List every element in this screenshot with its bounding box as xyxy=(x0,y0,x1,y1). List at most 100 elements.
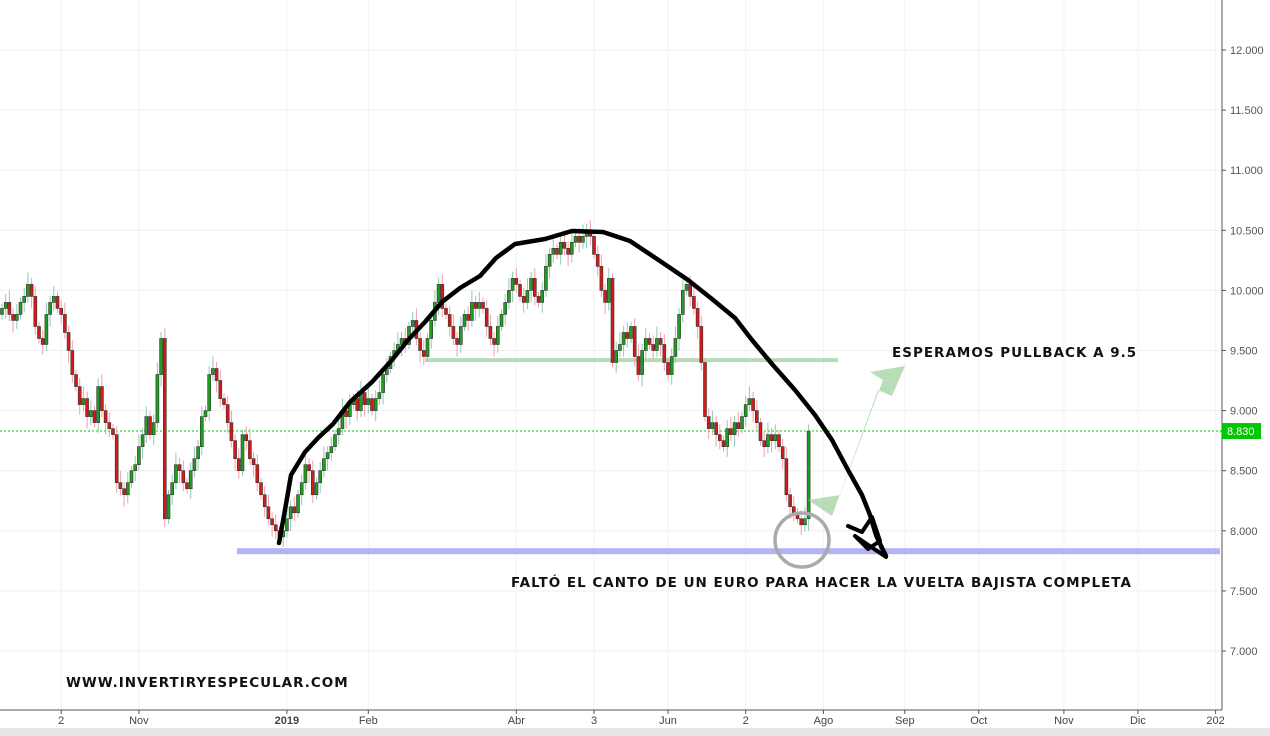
candle-down xyxy=(29,284,34,297)
candle-down xyxy=(599,266,604,291)
candle-up xyxy=(196,446,200,459)
candle-down xyxy=(455,338,459,345)
candle-down xyxy=(769,434,774,441)
candle-up xyxy=(333,434,337,447)
candle-down xyxy=(788,494,792,508)
candle-up xyxy=(507,290,511,303)
candle-up xyxy=(436,284,441,303)
x-tick-label: Sep xyxy=(895,715,915,727)
candle-down xyxy=(751,398,755,411)
y-tick-label: 10.500 xyxy=(1230,225,1264,237)
candle-down xyxy=(74,374,78,387)
candle-down xyxy=(270,518,274,526)
candle-up xyxy=(643,338,648,351)
candle-down xyxy=(447,314,452,327)
candle-up xyxy=(732,422,737,435)
x-tick-label: Abr xyxy=(508,715,525,727)
candle-up xyxy=(325,452,330,459)
candle-down xyxy=(418,338,422,351)
candle-up xyxy=(137,446,141,465)
candle-down xyxy=(362,392,367,405)
candle-up xyxy=(303,464,308,484)
candle-up xyxy=(203,410,208,417)
support-line xyxy=(237,548,1220,555)
candle-down xyxy=(421,350,426,357)
candle-up xyxy=(51,296,56,303)
candle-down xyxy=(92,410,97,423)
candle-down xyxy=(703,362,707,417)
candle-down xyxy=(37,326,41,339)
highlight-circle xyxy=(773,511,831,569)
candle-down xyxy=(148,416,152,435)
candle-up xyxy=(48,302,52,315)
candle-down xyxy=(233,440,237,459)
candle-up xyxy=(336,428,341,435)
candle-down xyxy=(625,332,630,339)
candle-up xyxy=(188,470,193,490)
candle-up xyxy=(614,350,619,363)
x-tick-label: Nov xyxy=(129,715,149,727)
candle-down xyxy=(440,284,445,309)
x-tick-label: Nov xyxy=(1054,715,1074,727)
candle-down xyxy=(181,470,186,484)
candle-up xyxy=(0,308,4,315)
candle-down xyxy=(100,386,104,411)
candle-up xyxy=(373,398,378,411)
drawings xyxy=(276,228,905,569)
levels xyxy=(0,358,1222,555)
y-tick-label: 11.500 xyxy=(1230,105,1263,117)
candle-down xyxy=(292,506,297,514)
candle-down xyxy=(714,422,718,435)
y-tick-label: 11.000 xyxy=(1230,165,1263,177)
candle-up xyxy=(174,464,178,484)
x-tick-label: Jun xyxy=(659,715,677,727)
candle-down xyxy=(248,440,252,459)
candle-up xyxy=(200,416,204,447)
candle-down xyxy=(466,314,471,321)
candle-up xyxy=(766,434,770,447)
rounding-top-arc xyxy=(276,228,889,559)
candle-up xyxy=(680,290,685,315)
candle-up xyxy=(547,254,552,267)
candle-up xyxy=(640,350,644,375)
candle-up xyxy=(558,242,563,255)
candle-up xyxy=(710,422,715,429)
candle-up xyxy=(314,482,319,496)
candle-down xyxy=(177,464,182,472)
candle-up xyxy=(366,398,371,405)
candle-up xyxy=(318,470,323,484)
candle-up xyxy=(211,368,215,375)
candle-down xyxy=(758,422,763,441)
candle-up xyxy=(725,428,730,447)
candle-down xyxy=(692,296,696,309)
x-tick-label: 3 xyxy=(591,715,597,727)
candle-up xyxy=(81,398,86,405)
candle-up xyxy=(740,416,744,429)
y-tick-label: 12.000 xyxy=(1230,45,1264,57)
candle-down xyxy=(11,314,15,321)
candle-up xyxy=(144,416,149,435)
pullback-annotation: ESPERAMOS PULLBACK A 9.5 xyxy=(892,345,1138,361)
candle-down xyxy=(244,434,248,441)
candle-down xyxy=(222,398,226,405)
candle-up xyxy=(618,344,622,351)
candle-down xyxy=(111,428,115,435)
candle-up xyxy=(569,242,574,255)
candle-down xyxy=(59,308,64,315)
last-price-label: 8.830 xyxy=(1227,426,1255,438)
candle-up xyxy=(499,314,504,327)
candle-down xyxy=(532,278,537,297)
candle-up xyxy=(503,302,508,315)
candle-up xyxy=(170,482,174,496)
candle-down xyxy=(251,458,256,465)
pullback-arrow xyxy=(808,366,905,516)
candle-down xyxy=(488,326,493,339)
candle-down xyxy=(566,248,570,255)
candle-down xyxy=(791,506,796,514)
candle-up xyxy=(462,314,467,327)
candle-down xyxy=(70,350,75,375)
missing-euro-annotation: FALTÓ EL CANTO DE UN EURO PARA HACER LA … xyxy=(511,575,1132,591)
candle-down xyxy=(762,440,767,447)
